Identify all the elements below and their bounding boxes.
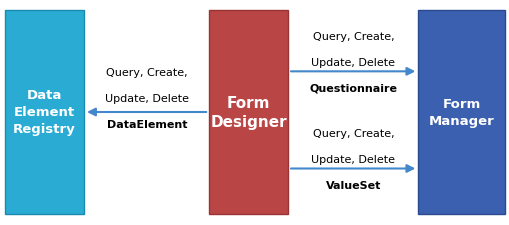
Text: Query, Create,: Query, Create,: [106, 68, 187, 77]
Text: Form
Designer: Form Designer: [210, 95, 287, 130]
Text: Update, Delete: Update, Delete: [311, 57, 394, 67]
Text: ValueSet: ValueSet: [325, 180, 380, 190]
Bar: [5, 11, 84, 214]
Text: Query, Create,: Query, Create,: [312, 32, 393, 41]
Bar: [417, 11, 504, 214]
Text: Query, Create,: Query, Create,: [312, 128, 393, 138]
Text: Questionnaire: Questionnaire: [309, 83, 397, 93]
Text: DataElement: DataElement: [106, 119, 187, 129]
Text: Form
Manager: Form Manager: [428, 98, 493, 127]
Text: Update, Delete: Update, Delete: [311, 154, 394, 164]
Bar: [209, 11, 288, 214]
Text: Data
Element
Registry: Data Element Registry: [13, 89, 76, 136]
Text: Update, Delete: Update, Delete: [105, 93, 188, 103]
